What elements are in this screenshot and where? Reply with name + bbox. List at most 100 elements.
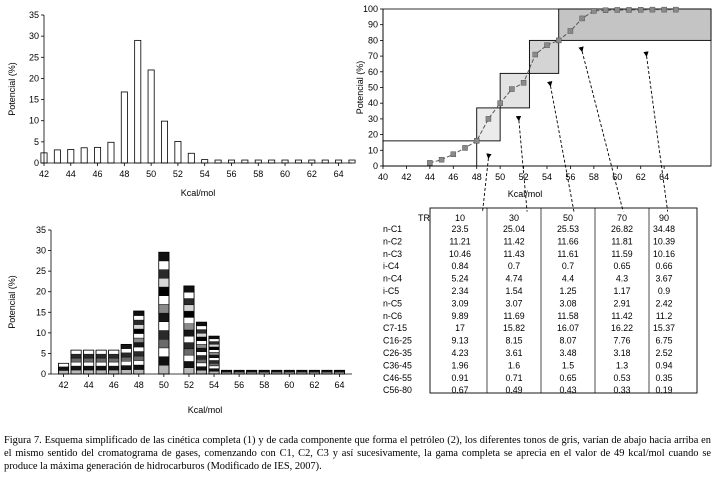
histogram-x-tick-label: 62 [307,169,317,179]
stacked-bar-segment [108,353,120,359]
composition-table-cell: 3.09 [451,298,468,308]
composition-table-cell: 3.18 [613,348,630,358]
composition-table-cell: 0.49 [505,385,522,395]
stacked-bar [321,369,333,375]
composition-table-cell: 25.04 [503,224,525,234]
stacked-bar-segment [95,357,107,363]
cumulative-y-tick-label: 60 [368,67,378,77]
histogram-bar [281,159,289,164]
stacked-bar-segment [83,365,94,371]
stacked-bar [271,369,283,375]
cumulative-x-tick-label: 64 [659,172,669,182]
cumulative-step-box [476,107,501,142]
composition-table-row-label: n-C4 [383,274,402,284]
stacked-bar [120,343,132,375]
stacked-x-tick-label: 42 [59,380,69,390]
stacked-bar-segment [133,369,145,375]
histogram-y-tick-label: 35 [29,10,39,20]
histogram-x-tick-label: 50 [146,169,156,179]
composition-table-cell: 10.39 [653,236,675,246]
composition-table-cell: 3.08 [559,298,576,308]
composition-table-cell: 11.81 [611,236,632,246]
stacked-bar-segment [196,344,207,349]
cumulative-x-tick-label: 48 [472,172,482,182]
stacked-bar-segment [133,324,145,330]
stacked-bar-segment [120,348,132,354]
composition-table-cell: 0.7 [508,261,520,271]
histogram-bar [335,159,343,164]
stacked-bar-segment [208,354,220,358]
composition-table-cell: 25.53 [557,224,579,234]
cumulative-y-tick-label: 90 [368,20,378,30]
stacked-bar-segment [158,304,170,314]
stacked-bar-segment [133,346,145,352]
cumulative-point [509,86,515,92]
cumulative-point [532,51,539,58]
stacked-bar [95,349,107,375]
composition-table-row-label: C56-80 [383,385,412,395]
composition-table-cell: 10.46 [449,249,471,259]
composition-table-row-label: C16-25 [383,336,412,346]
stacked-bar-segment [158,312,170,323]
histogram-x-label: Kcal/mol [181,188,216,198]
stacked-bar-segment [208,335,220,340]
cumulative-point [544,42,550,48]
table-link-arrow [547,81,575,212]
cumulative-point [591,8,597,14]
figure-caption: Figura 7. Esquema simplificado de las ci… [4,435,711,473]
stacked-bar-segment [196,329,207,334]
histogram-y-tick-label: 0 [34,158,39,168]
cumulative-x-tick-label: 52 [519,172,529,182]
stacked-bar-segment [83,353,94,359]
histogram-bar [294,159,302,164]
stacked-x-tick-label: 60 [284,380,294,390]
composition-table-cell: 15.37 [653,323,675,333]
stacked-bar-segment [120,356,132,362]
table-link-arrow [643,51,669,212]
stacked-bar-segment [133,328,145,334]
stacked-bar-segment [58,370,69,375]
stacked-bar-segment [120,365,132,370]
histogram-x-tick-label: 52 [173,169,183,179]
stacked-bar-segment [133,310,145,316]
composition-table-frame [429,207,698,394]
histogram-bar [147,69,155,164]
stacked-bar [308,369,320,375]
stacked-bar-segment [208,368,220,372]
stacked-y-tick-label: 5 [41,348,46,358]
stacked-bar [246,369,258,375]
stacked-y-tick-label: 10 [36,328,46,338]
composition-table-cell: 23.5 [451,224,468,234]
stacked-bar-segment [158,260,170,270]
composition-table-header: 70 [617,213,627,223]
cumulative-x-tick-label: 54 [542,172,552,182]
composition-table-row-label: C26-35 [383,348,412,358]
stacked-x-tick-label: 58 [259,380,269,390]
cumulative-y-tick-label: 0 [373,161,378,171]
table-link-arrow [578,46,624,212]
composition-table-cell: 9.89 [451,311,468,321]
composition-table-cell: 3.48 [559,348,576,358]
cumulative-point [579,15,585,22]
stacked-bar-segment [196,336,207,341]
histogram-y-tick-label: 10 [29,116,39,126]
histogram-bar [308,159,316,164]
stacked-bar [133,310,145,375]
stacked-bar [183,285,195,375]
stacked-bar-segment [95,361,107,367]
composition-table-cell: 16.22 [611,323,633,333]
histogram-x-tick-label: 64 [334,169,344,179]
cumulative-x-tick-label: 46 [448,172,458,182]
composition-table-cell: 6.75 [655,336,672,346]
stacked-bar-segment [208,338,220,342]
stacked-y-tick-label: 0 [41,369,46,379]
composition-table-cell: 0.19 [655,385,672,395]
stacked-bar-segment [196,325,207,330]
composition-table-header: 90 [659,213,669,223]
composition-table-cell: 4.74 [505,274,522,284]
histogram-bar [254,159,262,164]
stacked-bar-segment [120,369,132,375]
cumulative-point [462,145,468,151]
cumulative-y-tick-label: 40 [368,98,378,108]
